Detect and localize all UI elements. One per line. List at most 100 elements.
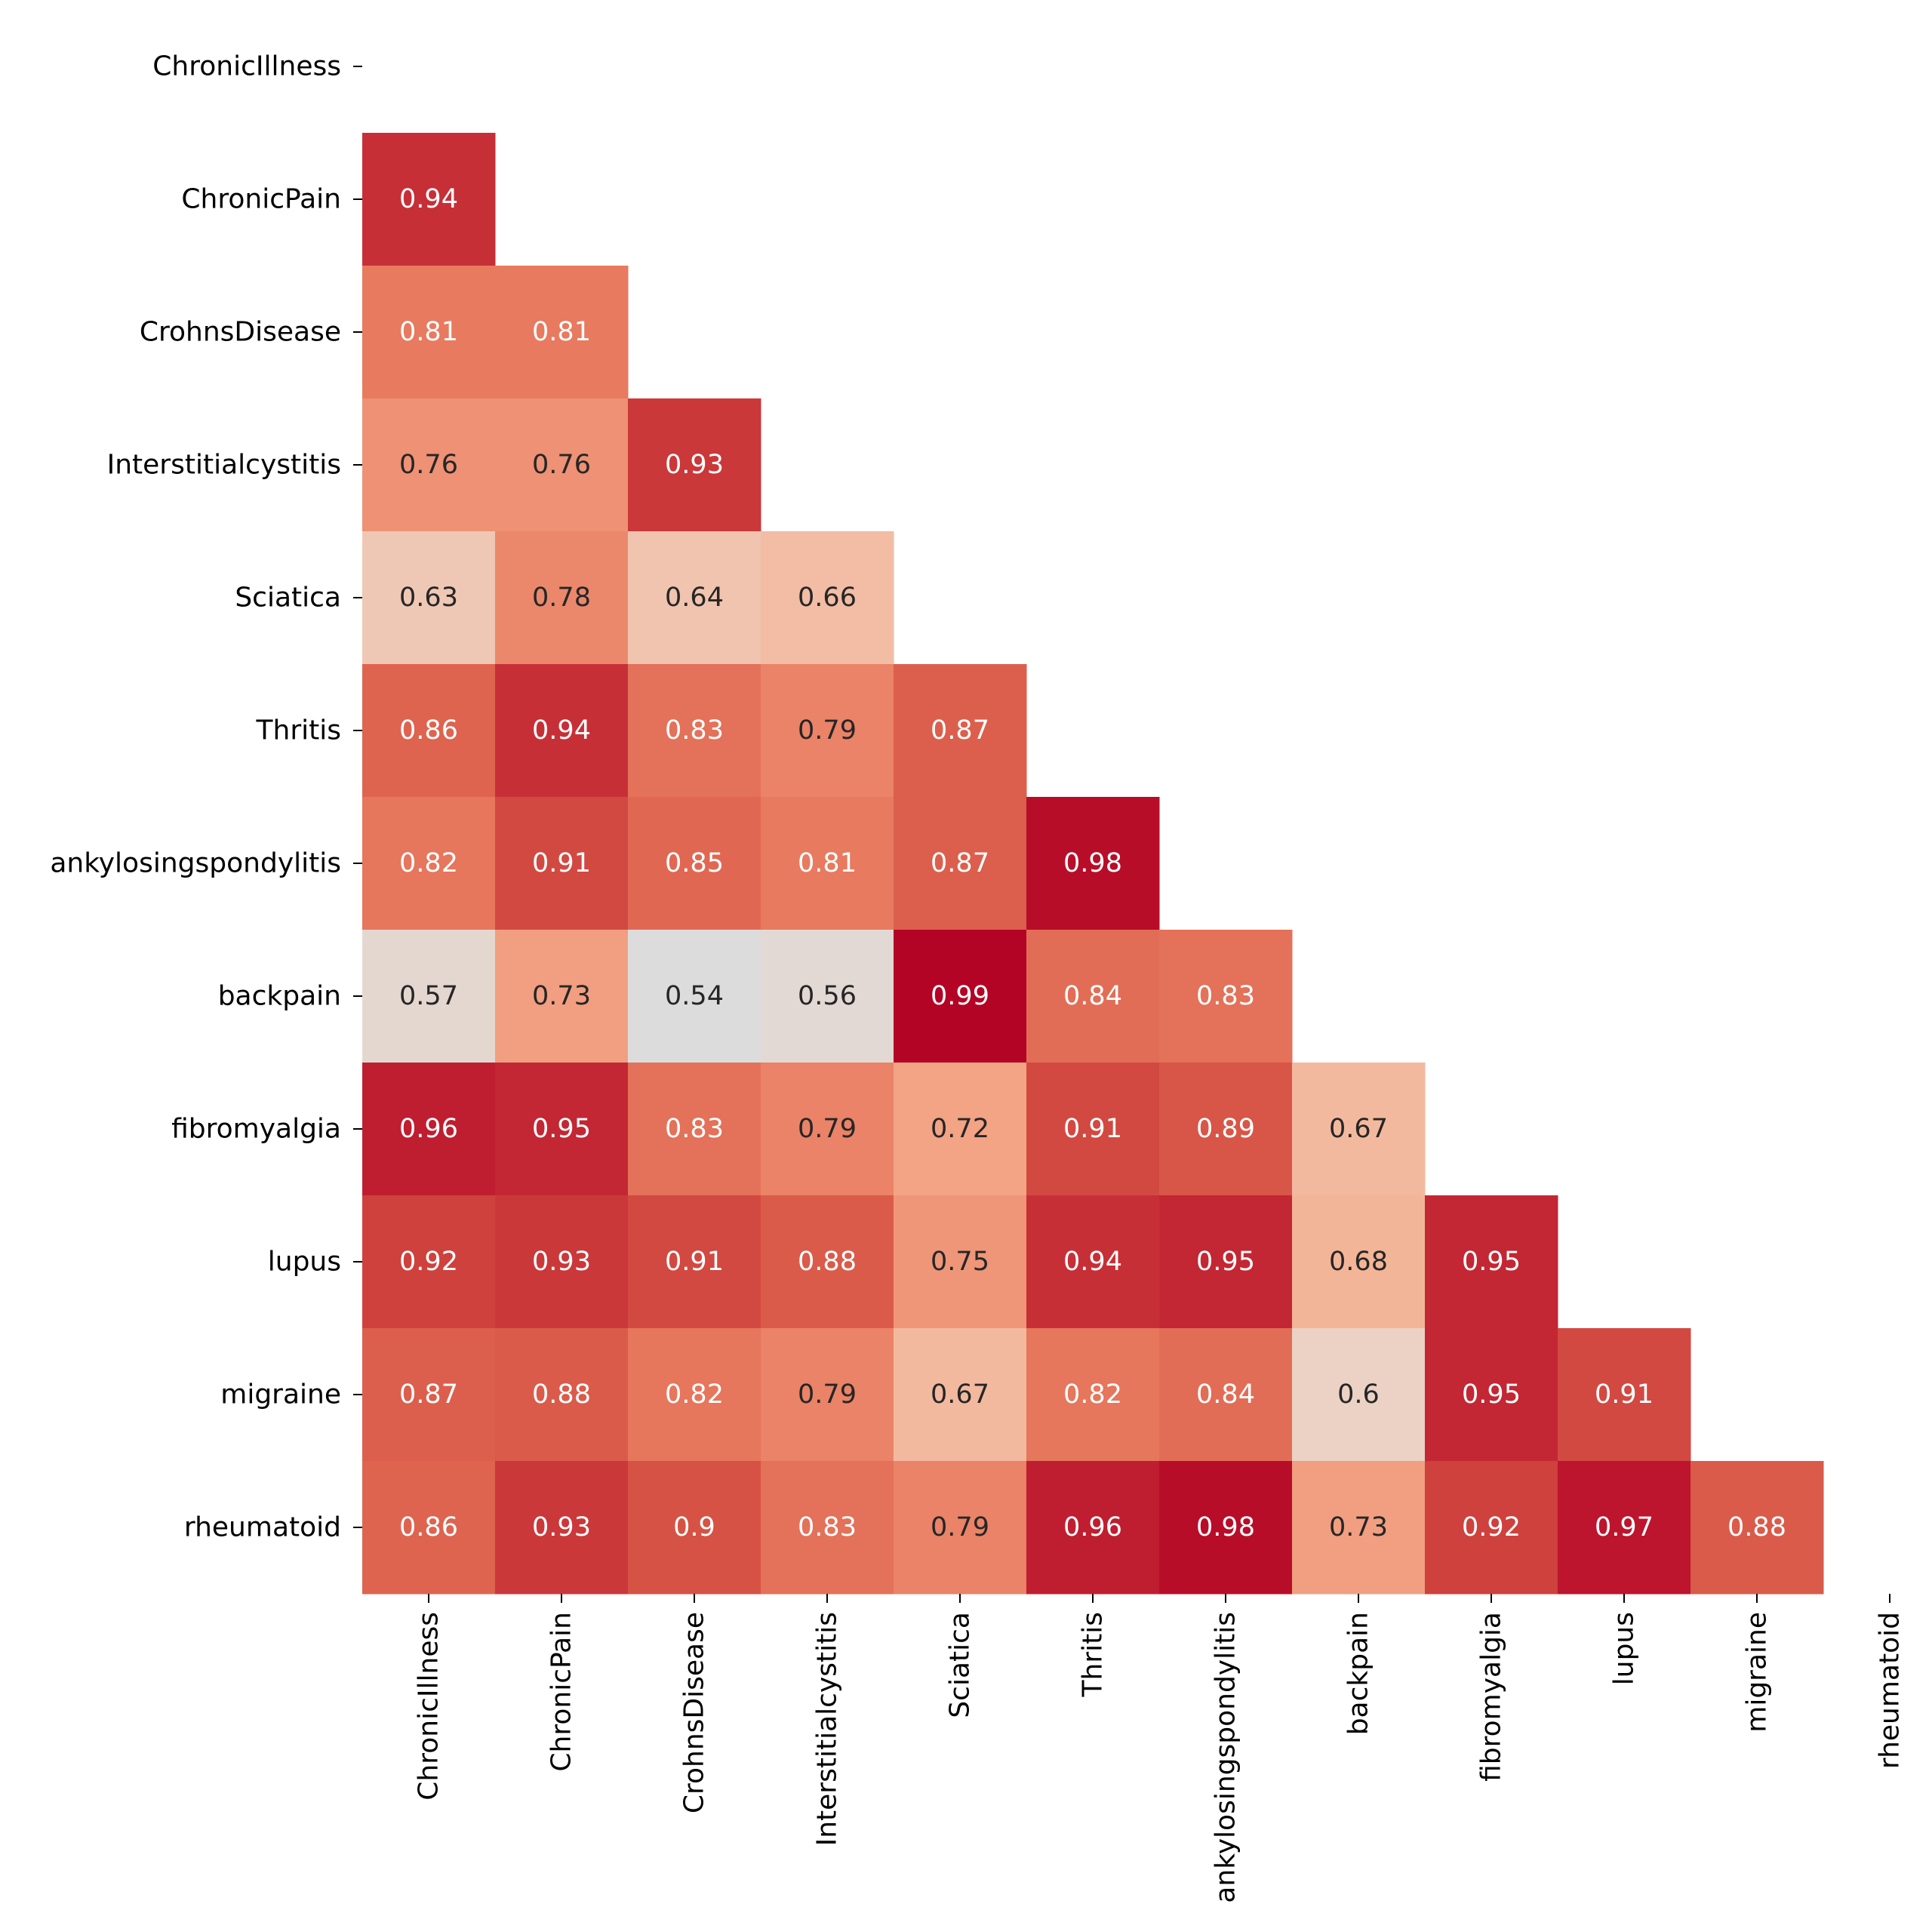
- data-label: 0.82: [665, 1379, 724, 1410]
- cell-fibromyalgia-ankylosingspondylitis: [1159, 1063, 1293, 1196]
- cell-backpain-sciatica: [894, 930, 1027, 1063]
- x-tick-label: CrohnsDisease: [679, 1612, 710, 1813]
- data-label: 0.88: [1727, 1512, 1786, 1542]
- x-tick-label: fibromyalgia: [1476, 1612, 1507, 1782]
- cell-rheumatoid-chronic-pain: [495, 1461, 629, 1595]
- cell-thritis-interstitialcystitis: [761, 664, 894, 798]
- data-label: 0.54: [665, 981, 724, 1011]
- cell-ankylosingspondylitis-crohns-disease: [628, 797, 761, 930]
- x-tick-label: Thritis: [1078, 1612, 1109, 1697]
- cell-lupus-backpain: [1292, 1195, 1426, 1329]
- data-label: 0.79: [798, 1379, 857, 1410]
- cell-ankylosingspondylitis-chronic-illness: [362, 797, 496, 930]
- cell-rheumatoid-chronic-illness: [362, 1461, 496, 1595]
- data-label: 0.88: [532, 1379, 591, 1410]
- cell-crohns-disease-chronic-illness: [362, 266, 496, 399]
- data-label: 0.83: [665, 1114, 724, 1144]
- x-tick-label: backpain: [1343, 1612, 1374, 1735]
- cell-fibromyalgia-thritis: [1026, 1063, 1160, 1196]
- cell-lupus-ankylosingspondylitis: [1159, 1195, 1293, 1329]
- data-label: 0.91: [1595, 1379, 1654, 1410]
- cell-backpain-ankylosingspondylitis: [1159, 930, 1293, 1063]
- cell-chronic-pain-chronic-illness: [362, 133, 496, 266]
- data-label: 0.94: [532, 715, 591, 746]
- cell-migraine-chronic-pain: [495, 1328, 629, 1462]
- cell-lupus-fibromyalgia: [1425, 1195, 1558, 1329]
- cell-rheumatoid-fibromyalgia: [1425, 1461, 1558, 1595]
- cell-migraine-thritis: [1026, 1328, 1160, 1462]
- cell-lupus-thritis: [1026, 1195, 1160, 1329]
- data-label: 0.56: [798, 981, 857, 1011]
- cell-backpain-thritis: [1026, 930, 1160, 1063]
- data-label: 0.98: [1063, 848, 1122, 878]
- cell-fibromyalgia-chronic-illness: [362, 1063, 496, 1196]
- data-label: 0.89: [1196, 1114, 1255, 1144]
- cell-lupus-sciatica: [894, 1195, 1027, 1329]
- data-label: 0.86: [399, 1512, 458, 1542]
- cell-rheumatoid-backpain: [1292, 1461, 1426, 1595]
- cell-fibromyalgia-chronic-pain: [495, 1063, 629, 1196]
- data-label: 0.92: [399, 1247, 458, 1277]
- data-label: 0.95: [532, 1114, 591, 1144]
- cell-sciatica-crohns-disease: [628, 531, 761, 665]
- cell-lupus-chronic-illness: [362, 1195, 496, 1329]
- data-label: 0.98: [1196, 1512, 1255, 1542]
- cell-lupus-chronic-pain: [495, 1195, 629, 1329]
- data-label: 0.6: [1337, 1379, 1380, 1410]
- data-label: 0.81: [532, 317, 591, 347]
- x-tick-label: lupus: [1609, 1612, 1640, 1685]
- cell-migraine-fibromyalgia: [1425, 1328, 1558, 1462]
- y-tick-label: ChronicIllness: [152, 51, 341, 82]
- data-label: 0.67: [931, 1379, 989, 1410]
- x-axis: ChronicIllness ChronicPain CrohnsDisease In…: [414, 1594, 1906, 1903]
- cell-rheumatoid-sciatica: [894, 1461, 1027, 1595]
- y-tick-label: Sciatica: [235, 583, 341, 614]
- cell-fibromyalgia-crohns-disease: [628, 1063, 761, 1196]
- data-label: 0.82: [399, 848, 458, 878]
- cell-interstitialcystitis-chronic-pain: [495, 398, 629, 532]
- cell-thritis-chronic-pain: [495, 664, 629, 798]
- cell-sciatica-interstitialcystitis: [761, 531, 894, 665]
- data-label: 0.96: [1063, 1512, 1122, 1542]
- x-tick-label: rheumatoid: [1875, 1612, 1906, 1769]
- data-label: 0.73: [532, 981, 591, 1011]
- x-tick-label: ChronicPain: [546, 1612, 577, 1772]
- data-label: 0.79: [931, 1512, 989, 1542]
- data-label: 0.76: [399, 450, 458, 480]
- cell-thritis-sciatica: [894, 664, 1027, 798]
- cell-migraine-crohns-disease: [628, 1328, 761, 1462]
- data-label: 0.63: [399, 583, 458, 613]
- data-label: 0.84: [1196, 1379, 1255, 1410]
- cell-backpain-chronic-illness: [362, 930, 496, 1063]
- x-tick-label: ChronicIllness: [414, 1612, 445, 1801]
- data-label: 0.95: [1462, 1379, 1521, 1410]
- cell-ankylosingspondylitis-chronic-pain: [495, 797, 629, 930]
- y-tick-label: ChronicPain: [181, 184, 341, 215]
- data-label: 0.81: [399, 317, 458, 347]
- cell-thritis-crohns-disease: [628, 664, 761, 798]
- data-label: 0.78: [532, 583, 591, 613]
- data-label: 0.91: [532, 848, 591, 878]
- data-label: 0.79: [798, 715, 857, 746]
- data-label: 0.95: [1196, 1247, 1255, 1277]
- data-label: 0.81: [798, 848, 857, 878]
- data-label: 0.82: [1063, 1379, 1122, 1410]
- cell-thritis-chronic-illness: [362, 664, 496, 798]
- data-label: 0.79: [798, 1114, 857, 1144]
- cell-migraine-ankylosingspondylitis: [1159, 1328, 1293, 1462]
- y-tick-label: ankylosingspondylitis: [50, 848, 341, 879]
- cell-crohns-disease-chronic-pain: [495, 266, 629, 399]
- data-label: 0.95: [1462, 1247, 1521, 1277]
- cell-rheumatoid-migraine: [1690, 1461, 1824, 1595]
- data-label: 0.91: [665, 1247, 724, 1277]
- data-label: 0.87: [931, 848, 989, 878]
- y-tick-label: CrohnsDisease: [140, 317, 341, 348]
- cell-backpain-crohns-disease: [628, 930, 761, 1063]
- heatmap-cells: 0.94 0.81 0.81 0.76 0.76 0.93 0.63 0.78 0.64 0.66…: [362, 133, 1824, 1595]
- cell-fibromyalgia-sciatica: [894, 1063, 1027, 1196]
- cell-rheumatoid-interstitialcystitis: [761, 1461, 894, 1595]
- cell-ankylosingspondylitis-thritis: [1026, 797, 1160, 930]
- data-label: 0.73: [1329, 1512, 1388, 1542]
- data-label: 0.75: [931, 1247, 989, 1277]
- x-tick-label: migraine: [1742, 1612, 1773, 1733]
